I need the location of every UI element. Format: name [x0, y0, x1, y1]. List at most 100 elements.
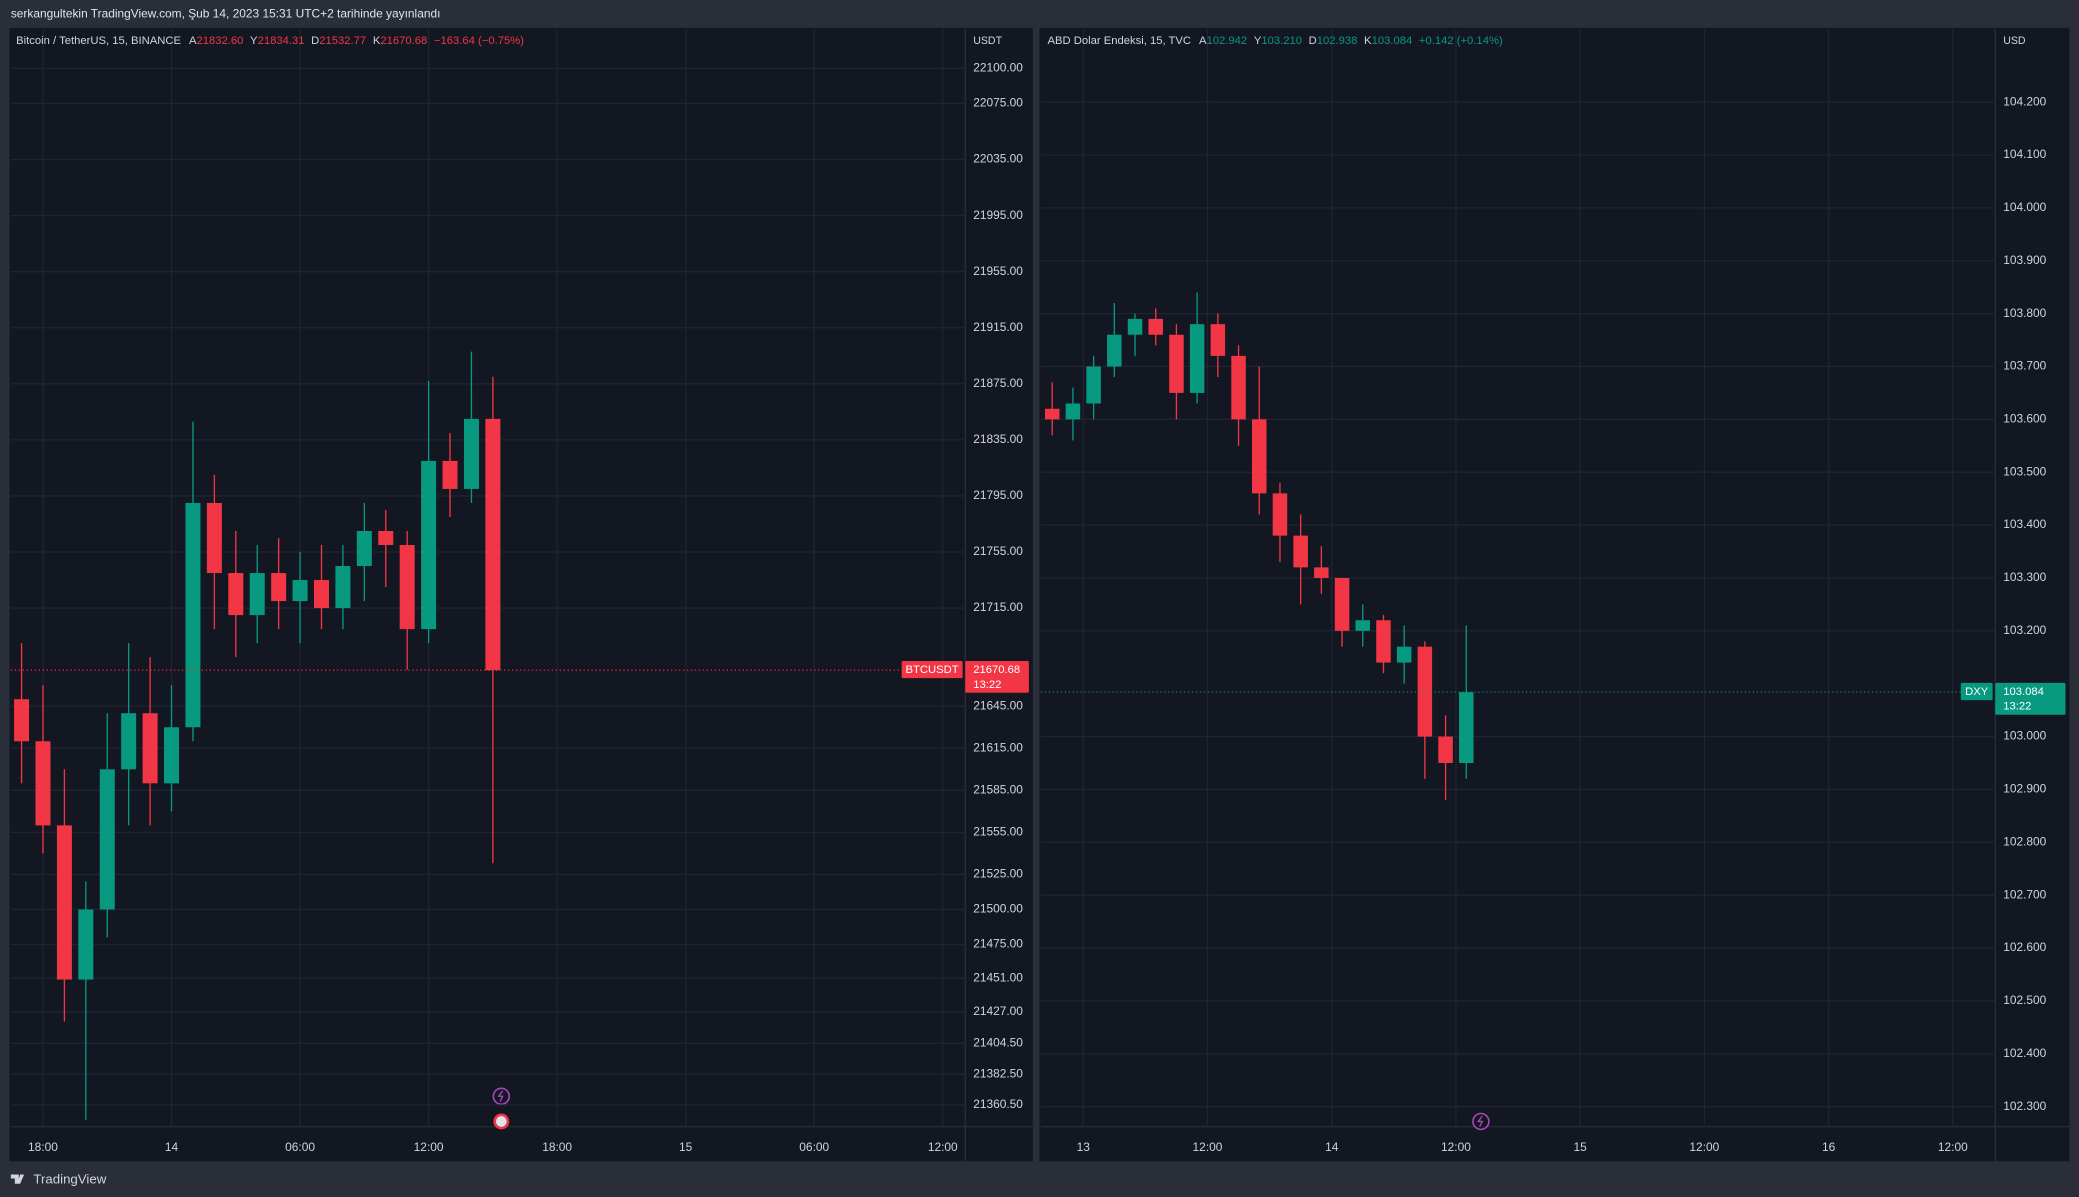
- ohlc-label: Y: [250, 35, 258, 47]
- x-tick-label: 06:00: [799, 1140, 829, 1154]
- y-tick-label: 21360.50: [973, 1097, 1023, 1111]
- symbol-tag: [901, 660, 963, 679]
- panel-right: [1039, 27, 2070, 1162]
- ohlc-value: 102.938: [1317, 35, 1358, 47]
- y-tick-label: 21404.50: [973, 1035, 1023, 1049]
- candle-body: [292, 580, 308, 602]
- candle-body: [206, 502, 222, 574]
- candle-body: [14, 699, 30, 742]
- y-tick-label: 104.200: [2003, 94, 2046, 108]
- candle-body: [313, 580, 329, 609]
- x-tick-label: 12:00: [414, 1140, 444, 1154]
- publish-info: serkangultekin TradingView.com, Şub 14, …: [11, 7, 441, 21]
- brand: TradingView: [33, 1171, 106, 1186]
- change: −163.64 (−0.75%): [434, 35, 524, 47]
- ohlc-value: 102.942: [1207, 35, 1248, 47]
- event-icon: [493, 1113, 510, 1130]
- y-tick-label: 103.400: [2003, 517, 2046, 531]
- y-tick-label: 102.800: [2003, 834, 2046, 848]
- price-tag-value: 103.084: [2003, 686, 2044, 698]
- candle-body: [56, 825, 72, 980]
- panel-left: [9, 27, 1033, 1162]
- candle-body: [1459, 692, 1474, 763]
- x-tick-label: 12:00: [1193, 1140, 1223, 1154]
- candle-body: [1107, 334, 1122, 367]
- x-tick-label: 15: [1574, 1140, 1588, 1154]
- candle-body: [142, 713, 158, 784]
- y-tick-label: 22100.00: [973, 61, 1023, 75]
- symbol: Bitcoin / TetherUS, 15, BINANCE: [16, 35, 181, 47]
- y-tick-label: 21475.00: [973, 937, 1023, 951]
- y-tick-label: 103.700: [2003, 359, 2046, 373]
- candle-body: [1438, 736, 1453, 763]
- y-tick-label: 21451.00: [973, 970, 1023, 984]
- event-icon: [492, 1087, 511, 1106]
- y-tick-label: 21645.00: [973, 698, 1023, 712]
- y-tick-label: 21382.50: [973, 1066, 1023, 1080]
- symbol-tag: [1960, 682, 1993, 701]
- candle-body: [1086, 366, 1101, 404]
- y-tick-label: 103.800: [2003, 306, 2046, 320]
- y-tick-label: 21875.00: [973, 376, 1023, 390]
- candle-body: [271, 573, 287, 602]
- candle-body: [1210, 324, 1226, 356]
- candle-body: [1355, 620, 1371, 631]
- ohlc-value: 21832.60: [196, 35, 243, 47]
- candle-body: [1396, 646, 1412, 663]
- candle-body: [378, 530, 394, 546]
- y-tick-label: 21795.00: [973, 488, 1023, 502]
- candle-body: [1376, 620, 1391, 663]
- y-tick-label: 103.900: [2003, 253, 2046, 267]
- y-tick-label: 21995.00: [973, 208, 1023, 222]
- candle-body: [78, 909, 94, 980]
- y-tick-label: 102.500: [2003, 993, 2046, 1007]
- symbol: ABD Dolar Endeksi, 15, TVC: [1047, 35, 1191, 47]
- legend: Bitcoin / TetherUS, 15, BINANCE A21832.60…: [16, 35, 524, 47]
- ohlc-value: 103.084: [1372, 35, 1413, 47]
- y-tick-label: 21915.00: [973, 320, 1023, 334]
- y-tick-label: 103.200: [2003, 623, 2046, 637]
- x-tick-label: 12:00: [1441, 1140, 1471, 1154]
- change: +0.142 (+0.14%): [1419, 35, 1503, 47]
- x-tick-label: 15: [679, 1140, 693, 1154]
- price-tag-countdown: 13:22: [2003, 701, 2031, 713]
- y-tick-label: 104.100: [2003, 147, 2046, 161]
- y-tick-label: 21755.00: [973, 544, 1023, 558]
- price-tag-countdown: 13:22: [973, 679, 1001, 691]
- y-tick-label: 21615.00: [973, 740, 1023, 754]
- candle-body: [335, 566, 351, 609]
- candle-body: [1148, 318, 1163, 335]
- candle-body: [121, 713, 137, 770]
- y-tick-label: 102.900: [2003, 782, 2046, 796]
- candle-body: [1169, 334, 1184, 393]
- y-tick-label: 21715.00: [973, 600, 1023, 614]
- legend: ABD Dolar Endeksi, 15, TVC A102.942 Y103.2…: [1047, 35, 1502, 47]
- x-tick-label: 12:00: [928, 1140, 958, 1154]
- y-tick-label: 102.300: [2003, 1099, 2046, 1113]
- candle-body: [1044, 408, 1060, 420]
- candle-body: [185, 502, 201, 728]
- ohlc-label: D: [311, 35, 319, 47]
- candle-body: [1127, 318, 1143, 335]
- x-tick-label: 14: [165, 1140, 179, 1154]
- ohlc-value: 21670.68: [380, 35, 427, 47]
- x-tick-label: 06:00: [285, 1140, 315, 1154]
- x-tick-label: 12:00: [1938, 1140, 1968, 1154]
- x-tick-label: 16: [1822, 1140, 1836, 1154]
- candle-body: [35, 741, 51, 826]
- price-tag: [1995, 682, 2066, 715]
- brand-logo: [10, 1174, 25, 1184]
- x-tick-label: 18:00: [28, 1140, 58, 1154]
- candle-body: [99, 769, 115, 910]
- x-tick-label: 18:00: [542, 1140, 572, 1154]
- candle-body: [356, 530, 372, 567]
- y-tick-label: 22075.00: [973, 96, 1023, 110]
- candle-body: [228, 573, 244, 616]
- candle-body: [1231, 355, 1246, 420]
- candle-body: [1293, 535, 1308, 568]
- candle-body: [1417, 646, 1433, 737]
- ohlc-value: 21532.77: [319, 35, 366, 47]
- y-tick-label: 104.000: [2003, 200, 2046, 214]
